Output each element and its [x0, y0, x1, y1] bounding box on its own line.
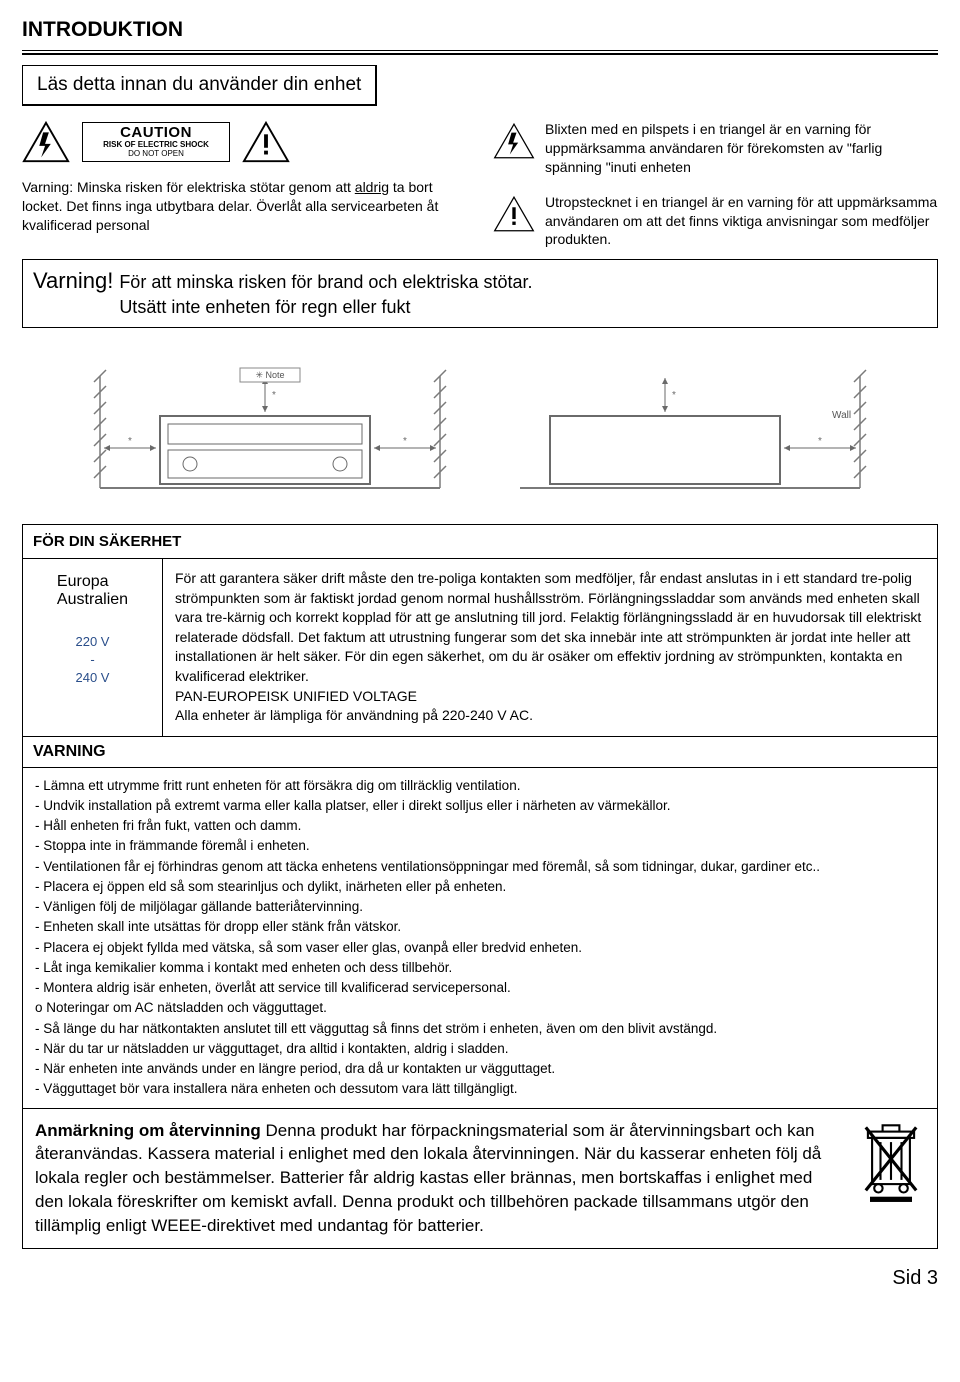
caution-sm: DO NOT OPEN [87, 150, 225, 159]
svg-text:*: * [272, 390, 276, 401]
right-bolt-block: Blixten med en pilspets i en triangel är… [493, 120, 938, 177]
warning-callout-label: Varning! [33, 268, 113, 294]
warn-line2: Utsätt inte enheten för regn eller fukt [119, 297, 410, 317]
exclaim-triangle-small-icon [493, 195, 535, 233]
warn-line1: För att minska risken för brand och elek… [119, 272, 532, 292]
warning-left-col: CAUTION RISK OF ELECTRIC SHOCK DO NOT OP… [22, 120, 467, 249]
left-warning-underline: aldrig [355, 179, 389, 195]
bolt-triangle-icon [22, 120, 70, 164]
recycle-text: Anmärkning om återvinning Denna produkt … [35, 1119, 843, 1238]
voltage-label: 220 V - 240 V [76, 633, 110, 688]
svg-text:*: * [672, 390, 676, 401]
region-europa: Europa [57, 573, 109, 590]
region-australien: Australien [57, 591, 128, 608]
warning-callout-box: Varning! För att minska risken för brand… [22, 259, 938, 328]
warning-callout-text: För att minska risken för brand och elek… [119, 270, 532, 319]
weee-bin-icon [857, 1119, 925, 1203]
bolt-triangle-small-icon [493, 122, 535, 160]
right-exclaim-block: Utropstecknet i en triangel är en varnin… [493, 193, 938, 250]
left-warning-text: Varning: Minska risken för elektriska st… [22, 178, 467, 235]
subtitle-box: Läs detta innan du använder din enhet [22, 65, 377, 106]
varning-section: VARNING - Lämna ett utrymme fritt runt e… [22, 737, 938, 1249]
caution-label-box: CAUTION RISK OF ELECTRIC SHOCK DO NOT OP… [82, 122, 230, 162]
rule-thick [22, 53, 938, 55]
svg-text:*: * [403, 436, 407, 447]
page-number: Sid 3 [22, 1267, 938, 1290]
safety-table: Europa Australien 220 V - 240 V För att … [22, 558, 938, 737]
safety-text: För att garantera säker drift måste den … [163, 559, 937, 736]
page-title: INTRODUKTION [22, 18, 938, 42]
caution-big: CAUTION [87, 125, 225, 142]
left-warning-prefix: Varning: [22, 179, 73, 195]
varning-header: VARNING [22, 737, 938, 768]
diagram-row: * * * ✳ Note * * Wall [22, 358, 938, 498]
ventilation-diagram-front: * * * ✳ Note [90, 358, 450, 498]
rule-thin [22, 50, 938, 51]
warning-row: CAUTION RISK OF ELECTRIC SHOCK DO NOT OP… [22, 120, 938, 249]
region-label: Europa Australien [57, 573, 128, 609]
ventilation-diagram-side: * * Wall [510, 358, 870, 498]
svg-text:*: * [818, 436, 822, 447]
safety-header: FÖR DIN SÄKERHET [22, 524, 938, 558]
varning-body: - Lämna ett utrymme fritt runt enheten f… [22, 768, 938, 1109]
exclaim-triangle-icon [242, 120, 290, 164]
svg-text:*: * [128, 436, 132, 447]
svg-text:Wall: Wall [832, 410, 851, 421]
right-text2: Utropstecknet i en triangel är en varnin… [545, 193, 938, 250]
svg-text:✳ Note: ✳ Note [255, 370, 284, 380]
warning-right-col: Blixten med en pilspets i en triangel är… [493, 120, 938, 249]
recycle-bold: Anmärkning om återvinning [35, 1121, 261, 1140]
caution-graphic-row: CAUTION RISK OF ELECTRIC SHOCK DO NOT OP… [22, 120, 467, 164]
safety-region-cell: Europa Australien 220 V - 240 V [23, 559, 163, 736]
right-text1: Blixten med en pilspets i en triangel är… [545, 120, 938, 177]
left-warning-part1: Minska risken för elektriska stötar geno… [73, 179, 355, 195]
recycle-box: Anmärkning om återvinning Denna produkt … [22, 1109, 938, 1249]
